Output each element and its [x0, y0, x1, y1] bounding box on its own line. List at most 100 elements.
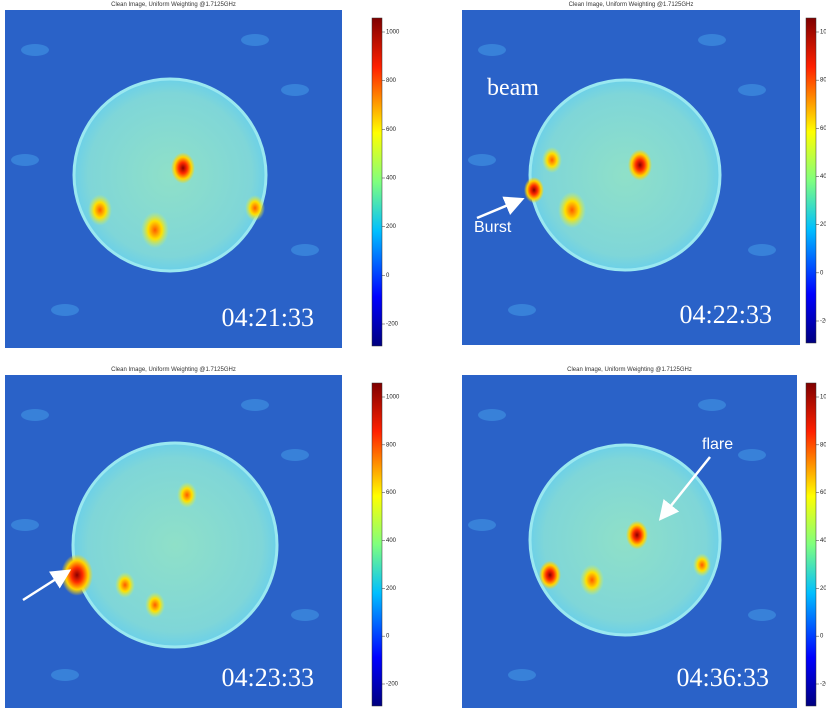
colorbar-tick-label: -200: [820, 682, 826, 688]
radio-source: [177, 482, 197, 508]
noise-patch: [698, 34, 726, 46]
colorbar-tick-label: 0: [386, 273, 390, 279]
noise-patch: [478, 44, 506, 56]
panel: Clean Image, Uniform Weighting @1.7125GH…: [462, 2, 826, 345]
noise-patch: [281, 449, 309, 461]
radio-source: [539, 560, 561, 590]
panel: Clean Image, Uniform Weighting @1.7125GH…: [462, 367, 826, 708]
colorbar: [805, 382, 817, 707]
colorbar: [371, 17, 383, 347]
colorbar-tick-label: 0: [386, 634, 390, 640]
sun-disk: [528, 78, 722, 272]
noise-patch: [241, 34, 269, 46]
radio-source: [115, 572, 135, 598]
colorbar: [371, 382, 383, 707]
arrow: [658, 456, 711, 521]
noise-patch: [281, 84, 309, 96]
noise-patch: [11, 154, 39, 166]
radio-source: [626, 520, 648, 550]
radio-image: 04:36:33 flare: [462, 375, 797, 708]
colorbar-tick-label: 600: [386, 127, 397, 133]
colorbar-tick-label: 0: [820, 270, 824, 276]
noise-patch: [748, 609, 776, 621]
timestamp: 04:36:33: [677, 663, 769, 692]
colorbar-tick-label: 400: [386, 176, 397, 182]
colorbar-tick-label: 600: [820, 126, 826, 132]
annotation: Burst: [474, 219, 512, 236]
radio-image: 04:23:33: [5, 375, 342, 708]
colorbar: [805, 17, 817, 344]
arrow: [22, 569, 72, 602]
colorbar-tick-label: 400: [820, 538, 826, 544]
noise-patch: [241, 399, 269, 411]
noise-patch: [738, 449, 766, 461]
colorbar-tick-label: 400: [386, 538, 397, 544]
noise-patch: [508, 669, 536, 681]
panel: Clean Image, Uniform Weighting @1.7125GH…: [5, 367, 400, 708]
timestamp: 04:22:33: [680, 300, 772, 329]
colorbar-tick-label: 0: [820, 634, 824, 640]
noise-patch: [21, 44, 49, 56]
colorbar-tick-label: 1000: [386, 395, 400, 401]
colorbar-tick-label: -200: [820, 319, 826, 325]
colorbar-tick-label: 800: [820, 78, 826, 84]
colorbar-tick-label: 800: [820, 442, 826, 448]
radio-source: [693, 553, 711, 577]
radio-source: [88, 194, 112, 226]
noise-patch: [51, 304, 79, 316]
radio-source: [245, 195, 265, 221]
radio-source: [524, 177, 544, 203]
noise-patch: [468, 519, 496, 531]
colorbar-tick-label: 200: [820, 222, 826, 228]
noise-patch: [468, 154, 496, 166]
radio-source: [558, 191, 586, 229]
radio-source: [628, 149, 652, 181]
panel: Clean Image, Uniform Weighting @1.7125GH…: [5, 2, 400, 348]
colorbar-tick-label: 200: [820, 586, 826, 592]
colorbar-tick-label: -200: [386, 682, 399, 688]
noise-patch: [21, 409, 49, 421]
radio-source: [171, 152, 195, 184]
noise-patch: [478, 409, 506, 421]
panel-title: Clean Image, Uniform Weighting @1.7125GH…: [111, 367, 236, 373]
colorbar-tick-label: 1000: [820, 30, 826, 36]
sun-disk: [72, 77, 268, 273]
colorbar-tick-label: 600: [386, 490, 397, 496]
annotation: flare: [702, 436, 733, 453]
colorbar-tick-label: 1000: [820, 395, 826, 401]
panel-title: Clean Image, Uniform Weighting @1.7125GH…: [111, 2, 236, 8]
sun-disk: [71, 441, 279, 649]
radio-source: [542, 147, 562, 173]
colorbar-tick-label: -200: [386, 322, 399, 328]
radio-source: [61, 554, 93, 596]
noise-patch: [698, 399, 726, 411]
annotation: beam: [487, 75, 539, 101]
noise-patch: [748, 244, 776, 256]
colorbar-tick-label: 800: [386, 442, 397, 448]
colorbar-tick-label: 800: [386, 78, 397, 84]
radio-source: [145, 592, 165, 618]
timestamp: 04:21:33: [222, 303, 314, 332]
radio-image: 04:21:33: [5, 10, 342, 348]
radio-source: [141, 211, 169, 249]
colorbar-tick-label: 200: [386, 224, 397, 230]
noise-patch: [291, 244, 319, 256]
colorbar-tick-label: 400: [820, 174, 826, 180]
arrow: [476, 196, 525, 220]
colorbar-tick-label: 200: [386, 586, 397, 592]
noise-patch: [508, 304, 536, 316]
sun-disk: [528, 443, 722, 637]
noise-patch: [11, 519, 39, 531]
radio-image: 04:22:33 beam Burst: [462, 10, 800, 345]
panel-title: Clean Image, Uniform Weighting @1.7125GH…: [567, 367, 692, 373]
radio-source: [580, 564, 604, 596]
noise-patch: [51, 669, 79, 681]
panel-title: Clean Image, Uniform Weighting @1.7125GH…: [569, 2, 694, 8]
colorbar-tick-label: 1000: [386, 30, 400, 36]
noise-patch: [738, 84, 766, 96]
colorbar-tick-label: 600: [820, 490, 826, 496]
timestamp: 04:23:33: [222, 663, 314, 692]
noise-patch: [291, 609, 319, 621]
